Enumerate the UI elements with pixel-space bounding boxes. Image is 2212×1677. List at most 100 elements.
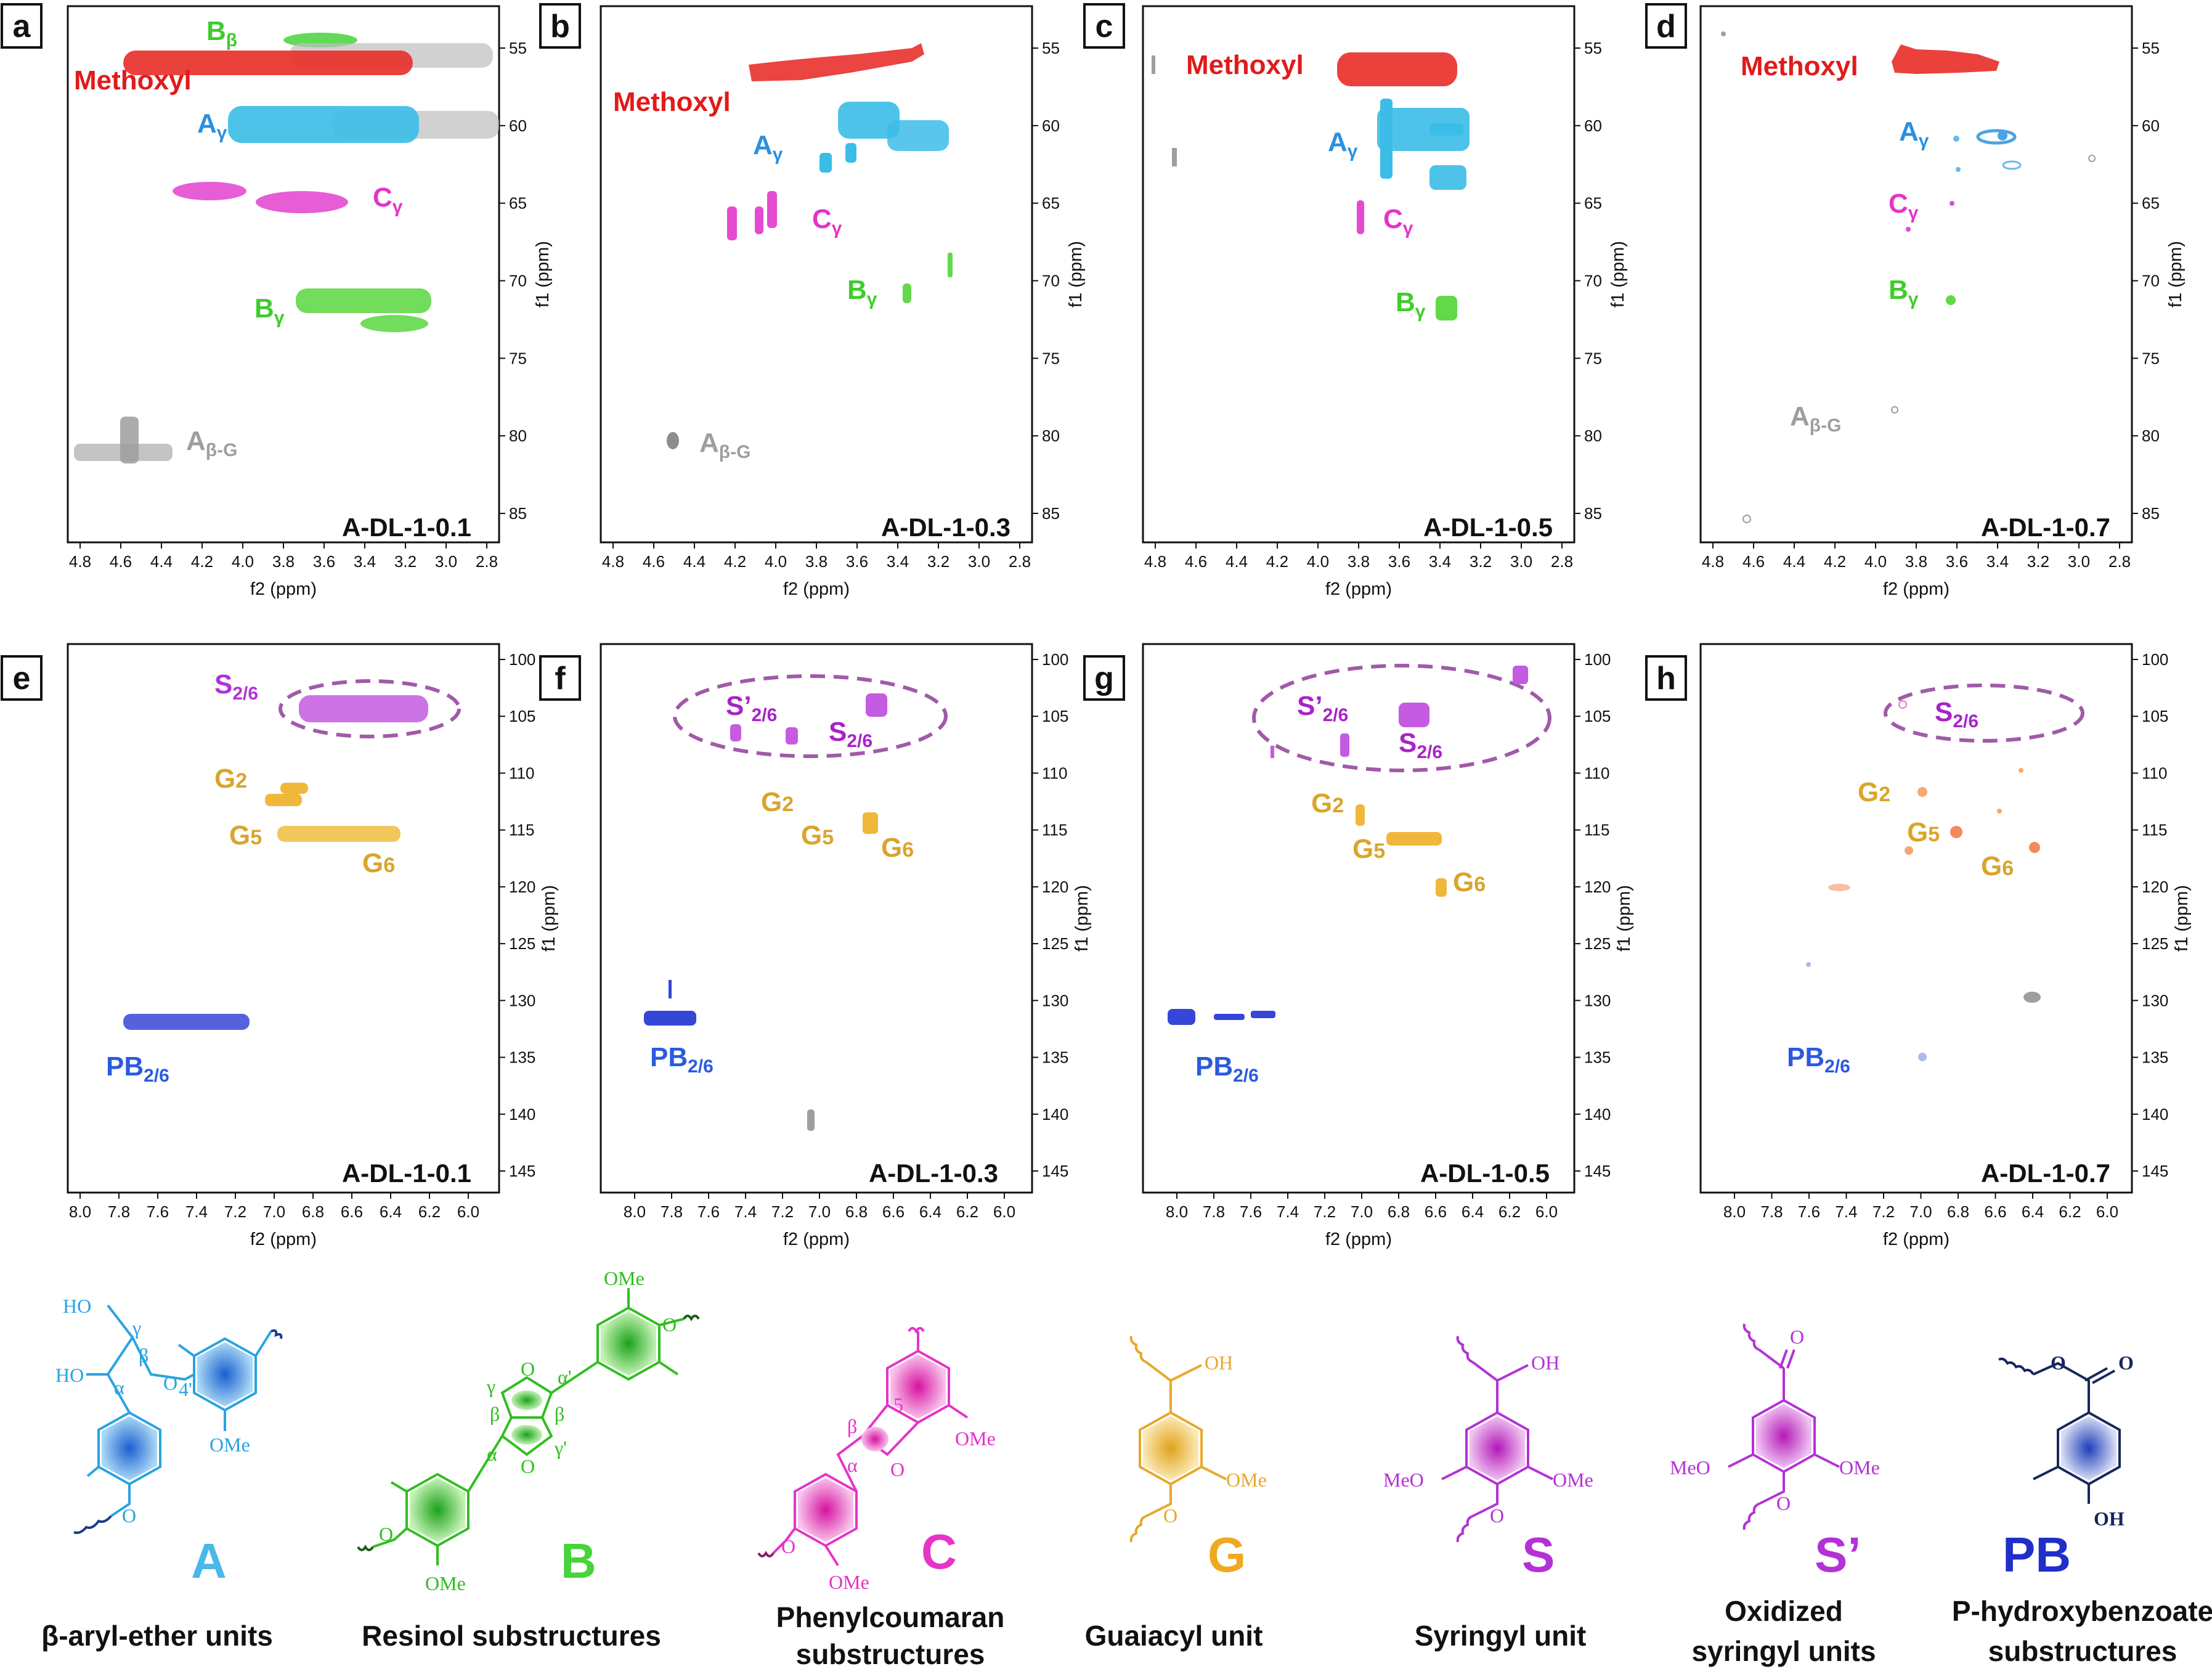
chem-ome: OMe (209, 1434, 250, 1456)
sample-name: A-DL-1-0.3 (881, 513, 1010, 542)
y-axis: 55 60 65 70 75 80 85 (499, 39, 527, 523)
label-pb26: PB2/6 (106, 1051, 169, 1086)
x-tick-label: 3.0 (1510, 552, 1532, 571)
x-tick-label: 3.2 (394, 552, 417, 571)
cross-peaks (1168, 664, 1551, 1025)
x-tick-label: 6.6 (1425, 1202, 1447, 1221)
structure-caption: Phenylcoumaran (776, 1601, 1005, 1633)
chem-o: O (1776, 1492, 1791, 1514)
x-tick-label: 4.8 (69, 552, 91, 571)
chem-o: O (122, 1504, 136, 1527)
x-tick-label: 7.4 (1835, 1202, 1857, 1221)
label-a-beta-g: Aβ-G (186, 426, 237, 460)
x-tick-label: 7.4 (185, 1202, 208, 1221)
cross-peaks (123, 679, 461, 1030)
x-tick-label: 3.4 (354, 552, 376, 571)
x-axis: 8.0 7.8 7.6 7.4 7.2 7.0 6.8 6.6 6.4 6.2 6.0 (624, 1193, 1015, 1221)
y-tick-label: 80 (2142, 426, 2160, 445)
s-region-ellipse (1884, 683, 2084, 743)
x-tick-label: 3.8 (1348, 552, 1370, 571)
x-tick-label: 6.0 (1535, 1202, 1558, 1221)
x-tick-label: 4.4 (683, 552, 705, 571)
x-tick-label: 4.6 (643, 552, 665, 571)
panel-letter-box (1645, 3, 1687, 49)
x-tick-label: 7.4 (734, 1202, 757, 1221)
y-axis: 55 60 65 70 75 80 85 (1032, 39, 1060, 523)
panel-letter-box (1083, 3, 1125, 49)
x-axis: 4.8 4.6 4.4 4.2 4.0 3.8 3.6 3.4 3.2 3.0 2.8 (1702, 542, 2131, 571)
structure-a: HO HO γ β α O 4' OMe O A β-aryl-ether un… (41, 1295, 283, 1652)
y-axis-label: f1 (ppm) (2172, 885, 2192, 952)
structure-caption: substructures (796, 1638, 985, 1670)
label-pb26: PB2/6 (650, 1042, 714, 1077)
y-tick-label: 130 (2142, 991, 2168, 1010)
x-tick-label: 4.8 (1144, 552, 1166, 571)
y-tick-label: 85 (509, 504, 527, 523)
chem-beta: β (490, 1403, 500, 1425)
panel-letter: b (550, 9, 570, 44)
structure-caption: Resinol substructures (362, 1620, 661, 1652)
panel-letter: c (1096, 9, 1113, 44)
chem-beta: β (139, 1344, 148, 1366)
label-a-gamma: Aγ (753, 130, 783, 165)
label-pb26: PB2/6 (1787, 1042, 1850, 1077)
plot-frame (67, 643, 500, 1194)
panel-b: b Methoxyl Aγ Cγ Bγ Aβ-G A-DL-1-0.3 4.8 4… (539, 3, 1086, 599)
x-tick-label: 4.8 (1702, 552, 1724, 571)
x-tick-label: 3.4 (887, 552, 909, 571)
label-g5: G5 (801, 820, 834, 851)
chem-o: O (1490, 1504, 1504, 1527)
x-axis: 4.8 4.6 4.4 4.2 4.0 3.8 3.6 3.4 3.2 3.0 2.8 (69, 542, 498, 571)
y-tick-label: 60 (2142, 116, 2160, 135)
chem-meo: MeO (1383, 1469, 1424, 1491)
y-tick-label: 70 (1042, 272, 1060, 290)
label-s26: S2/6 (1399, 728, 1442, 762)
chem-ome: OMe (1839, 1456, 1880, 1479)
plot-frame (1699, 643, 2133, 1194)
x-tick-label: 3.6 (313, 552, 335, 571)
label-c-gamma: Cγ (1383, 204, 1413, 239)
plot-frame (1142, 643, 1576, 1194)
panel-letter: g (1094, 661, 1114, 696)
chem-o: O (163, 1372, 177, 1394)
sample-name: A-DL-1-0.5 (1423, 513, 1553, 542)
x-axis: 8.0 7.8 7.6 7.4 7.2 7.0 6.8 6.6 6.4 6.2 6.0 (1166, 1193, 1558, 1221)
label-b-gamma: Bγ (254, 293, 285, 328)
y-tick-label: 140 (1584, 1105, 1611, 1124)
x-tick-label: 8.0 (624, 1202, 646, 1221)
y-tick-label: 125 (2142, 934, 2168, 953)
x-tick-label: 3.8 (805, 552, 827, 571)
x-tick-label: 6.0 (2096, 1202, 2118, 1221)
y-tick-label: 105 (1584, 707, 1611, 725)
label-b-beta: Bβ (206, 16, 237, 51)
x-tick-label: 2.8 (1009, 552, 1031, 571)
x-tick-label: 6.8 (302, 1202, 324, 1221)
plot-frame (1699, 5, 2133, 544)
x-tick-label: 4.0 (765, 552, 787, 571)
panel-e: e S2/6 G2 G5 G6 PB2/6 A-DL-1-0.1 8.0 7.8 7… (1, 643, 559, 1249)
structure-letter: S’ (1815, 1527, 1861, 1582)
y-tick-label: 60 (1042, 116, 1060, 135)
label-s-prime26: S’2/6 (726, 691, 777, 725)
y-tick-label: 100 (2142, 650, 2168, 669)
y-axis: 100 105 110 115 120 125 130 135 140 145 (1574, 650, 1611, 1180)
y-tick-label: 65 (1584, 194, 1602, 213)
x-axis: 8.0 7.8 7.6 7.4 7.2 7.0 6.8 6.6 6.4 6.2 6.0 (69, 1193, 479, 1221)
x-tick-label: 4.4 (150, 552, 173, 571)
x-tick-label: 7.0 (263, 1202, 285, 1221)
y-axis: 55 60 65 70 75 80 85 (2132, 39, 2160, 523)
y-tick-label: 55 (509, 39, 527, 57)
x-tick-label: 3.8 (1905, 552, 1927, 571)
panel-letter-box (1083, 655, 1125, 701)
label-g2: G2 (214, 764, 247, 794)
label-g5: G5 (1907, 817, 1940, 847)
panel-letter: a (13, 9, 31, 44)
label-a-gamma: Aγ (197, 108, 227, 143)
x-tick-label: 7.4 (1277, 1202, 1299, 1221)
x-tick-label: 7.8 (1760, 1202, 1783, 1221)
plot-frame (600, 643, 1033, 1194)
x-tick-label: 3.2 (927, 552, 949, 571)
y-tick-label: 55 (1584, 39, 1602, 57)
chem-gamma: γ (132, 1316, 141, 1339)
chem-ho: HO (63, 1295, 91, 1317)
